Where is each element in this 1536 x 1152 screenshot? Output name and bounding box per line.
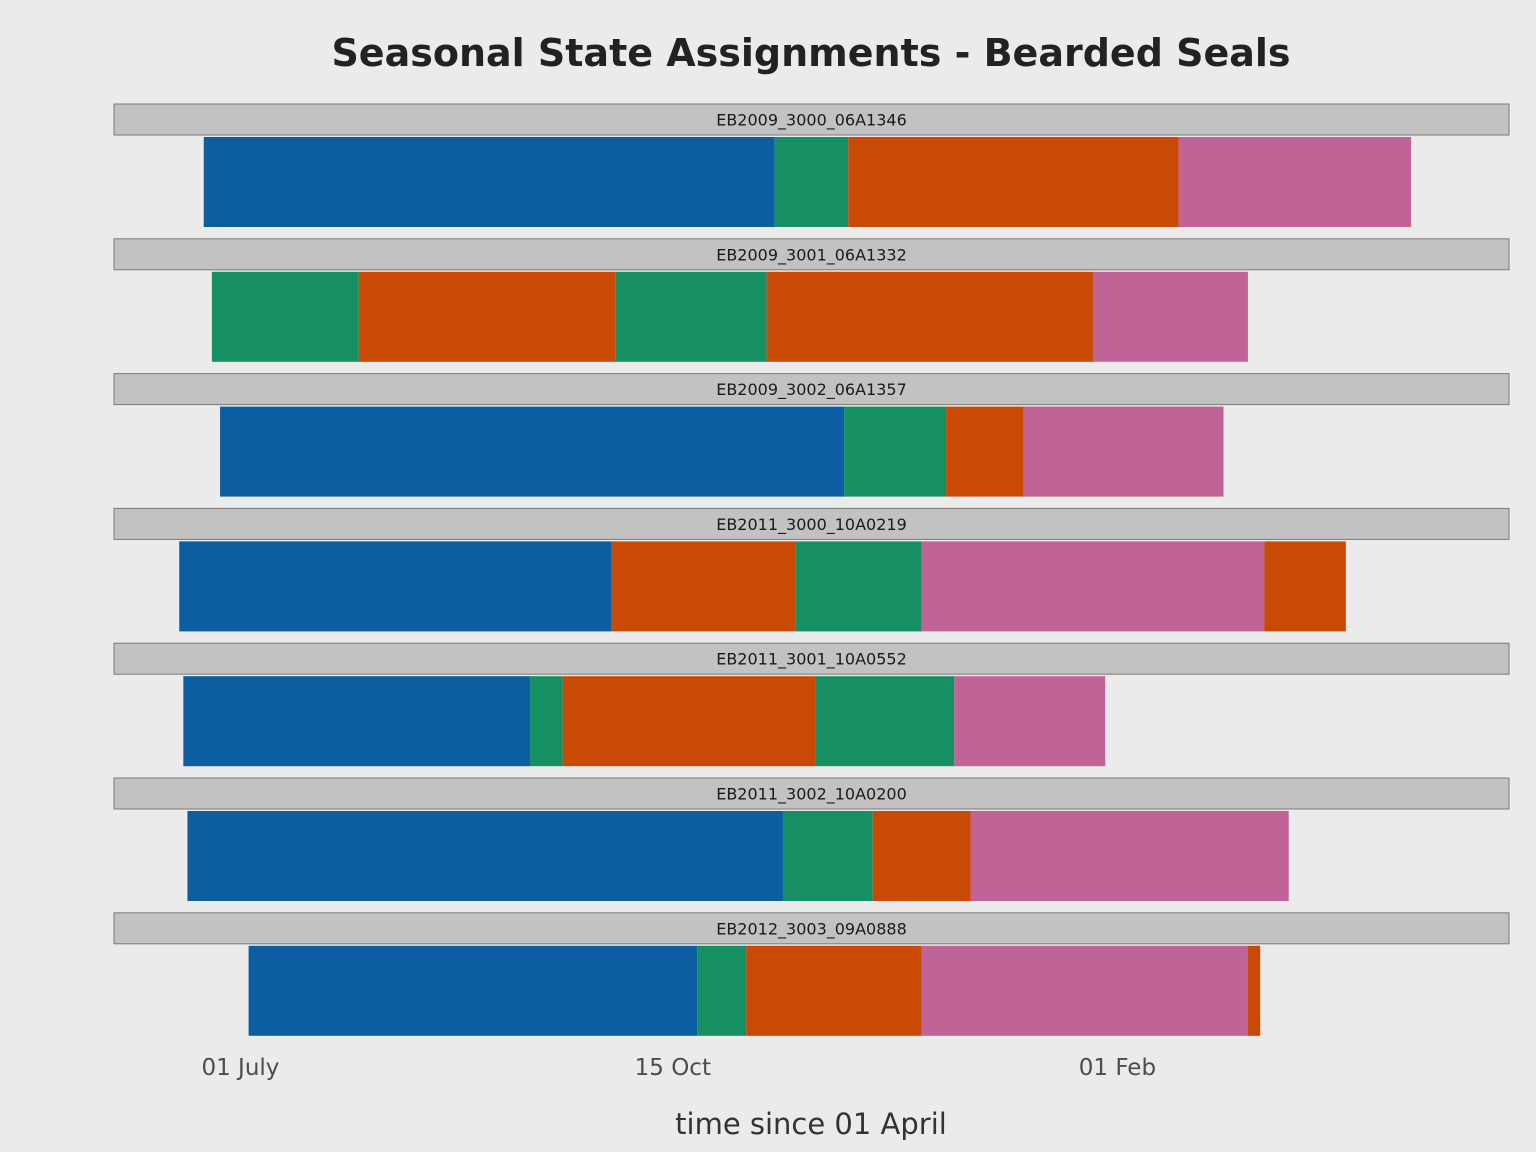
state-segment-blue	[183, 676, 531, 767]
state-segment-green	[211, 271, 359, 362]
state-segment-orange	[611, 541, 796, 632]
facet-strip-label: EB2009_3001_06A1332	[716, 245, 907, 265]
state-segment-blue	[179, 541, 612, 632]
state-segment-pink	[1178, 137, 1412, 227]
state-segment-orange	[746, 945, 922, 1036]
state-segment-orange	[848, 137, 1179, 227]
facet-strip	[113, 373, 1510, 406]
state-segment-pink	[1023, 406, 1224, 497]
facet-strip	[113, 103, 1510, 136]
x-tick-label: 15 Oct	[635, 1055, 711, 1081]
state-segment-pink	[921, 945, 1248, 1036]
state-segment-green	[615, 271, 767, 362]
facet-strip	[113, 238, 1510, 271]
state-segment-green	[530, 676, 563, 767]
state-segment-blue	[220, 406, 845, 497]
state-segment-pink	[954, 676, 1106, 767]
state-segment-green	[697, 945, 747, 1036]
facet-strip-label: EB2012_3003_09A0888	[716, 919, 907, 939]
state-segment-green	[844, 406, 947, 497]
state-segment-orange	[872, 811, 971, 901]
state-segment-pink	[970, 811, 1289, 901]
x-axis: 01 July 15 Oct 01 Feb	[201, 1055, 1156, 1081]
facet-strip	[113, 912, 1510, 945]
state-segment-pink	[921, 541, 1265, 632]
state-segment-blue	[203, 137, 775, 227]
state-segment-green	[815, 676, 955, 767]
facet-panel: EB2012_3003_09A0888	[113, 912, 1510, 1036]
state-segment-orange	[562, 676, 816, 767]
facet-panel: EB2009_3000_06A1346	[113, 103, 1510, 227]
x-axis-title: time since 01 April	[675, 1107, 947, 1141]
state-segment-orange	[766, 271, 1093, 362]
state-segment-blue	[248, 945, 698, 1036]
state-segment-green	[774, 137, 849, 227]
chart-title: Seasonal State Assignments - Bearded Sea…	[331, 31, 1290, 75]
state-segment-blue	[187, 811, 783, 901]
state-segment-orange	[1247, 945, 1261, 1036]
facet-panel: EB2011_3002_10A0200	[113, 777, 1510, 901]
state-segment-pink	[1092, 271, 1248, 362]
facet-strip	[113, 507, 1510, 540]
facet-strip-label: EB2009_3000_06A1346	[716, 111, 907, 131]
facet-strip-label: EB2011_3002_10A0200	[716, 785, 907, 805]
state-segment-orange	[1264, 541, 1346, 632]
facet-panel: EB2009_3001_06A1332	[113, 238, 1510, 362]
x-tick-label: 01 July	[201, 1055, 279, 1081]
state-segment-orange	[946, 406, 1024, 497]
state-segment-green	[782, 811, 873, 901]
facet-panel: EB2011_3001_10A0552	[113, 642, 1510, 767]
facet-panels: EB2009_3000_06A1346 EB2009_3001_06A1332 EB…	[113, 103, 1510, 1036]
facet-strip-label: EB2009_3002_06A1357	[716, 380, 907, 400]
facet-strip-label: EB2011_3000_10A0219	[716, 515, 907, 535]
facet-strip	[113, 777, 1510, 810]
facet-panel: EB2009_3002_06A1357	[113, 373, 1510, 497]
facet-panel: EB2011_3000_10A0219	[113, 507, 1510, 632]
state-segment-orange	[358, 271, 616, 362]
facet-strip	[113, 642, 1510, 675]
x-tick-label: 01 Feb	[1079, 1055, 1156, 1081]
facet-strip-label: EB2011_3001_10A0552	[716, 650, 907, 670]
state-segment-green	[795, 541, 922, 632]
